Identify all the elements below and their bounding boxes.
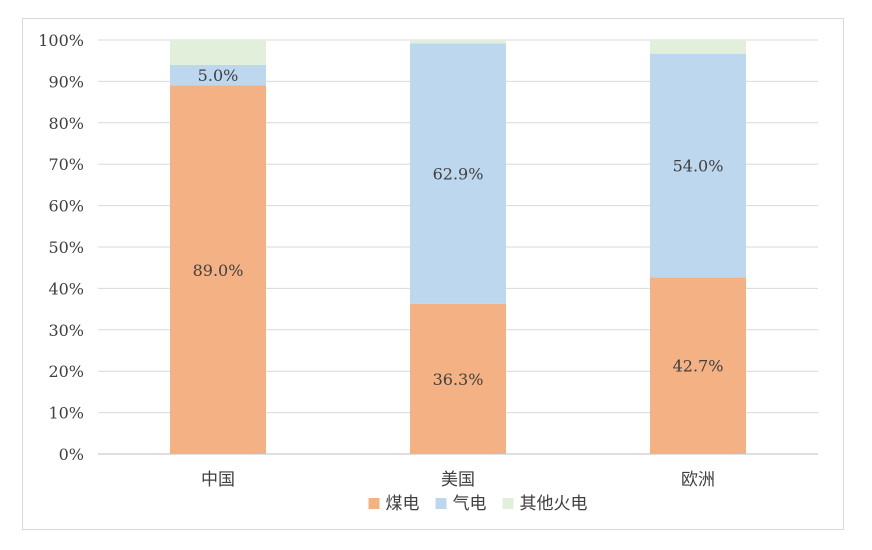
bar-segment [170, 40, 266, 65]
legend: 煤电 气电 其他火电 [368, 494, 588, 514]
bar-segment [650, 277, 746, 454]
data-label: 62.9% [433, 165, 484, 184]
y-tick-label: 50% [48, 238, 84, 257]
y-tick-label: 100% [38, 31, 84, 50]
category-label: 中国 [201, 470, 235, 490]
y-tick-label: 20% [48, 362, 84, 381]
bars [170, 40, 746, 454]
data-label: 5.0% [198, 66, 239, 85]
legend-label: 其他火电 [520, 494, 588, 514]
y-tick-label: 10% [48, 404, 84, 423]
x-axis-category-labels: 中国 美国 欧洲 [201, 470, 715, 490]
y-axis-tick-labels: 0% 10% 20% 30% 40% 50% 60% 70% 80% 90% 100% [38, 31, 84, 464]
y-tick-label: 30% [48, 321, 84, 340]
bar-segment [170, 85, 266, 454]
bar-segment [650, 53, 746, 278]
bar-segment [410, 40, 506, 44]
y-tick-label: 40% [48, 279, 84, 298]
y-tick-label: 90% [48, 72, 84, 91]
bar-segment [410, 303, 506, 454]
category-label: 美国 [441, 470, 475, 490]
category-label: 欧洲 [681, 470, 715, 490]
data-label: 36.3% [433, 370, 484, 389]
bar-segment [170, 64, 266, 86]
data-label: 54.0% [673, 156, 724, 175]
bar-segment [650, 40, 746, 54]
y-tick-label: 70% [48, 155, 84, 174]
data-labels: 89.0% 5.0% 36.3% 62.9% 42.7% 54.0% [193, 66, 724, 389]
y-tick-label: 80% [48, 114, 84, 133]
legend-swatch [502, 498, 514, 509]
legend-swatch [368, 498, 380, 509]
legend-label: 气电 [453, 494, 487, 514]
data-label: 42.7% [673, 357, 724, 376]
legend-swatch [435, 498, 447, 509]
y-tick-label: 60% [48, 197, 84, 216]
bar-segment [410, 43, 506, 304]
y-tick-label: 0% [59, 445, 84, 464]
data-label: 89.0% [193, 261, 244, 280]
legend-label: 煤电 [386, 494, 420, 514]
